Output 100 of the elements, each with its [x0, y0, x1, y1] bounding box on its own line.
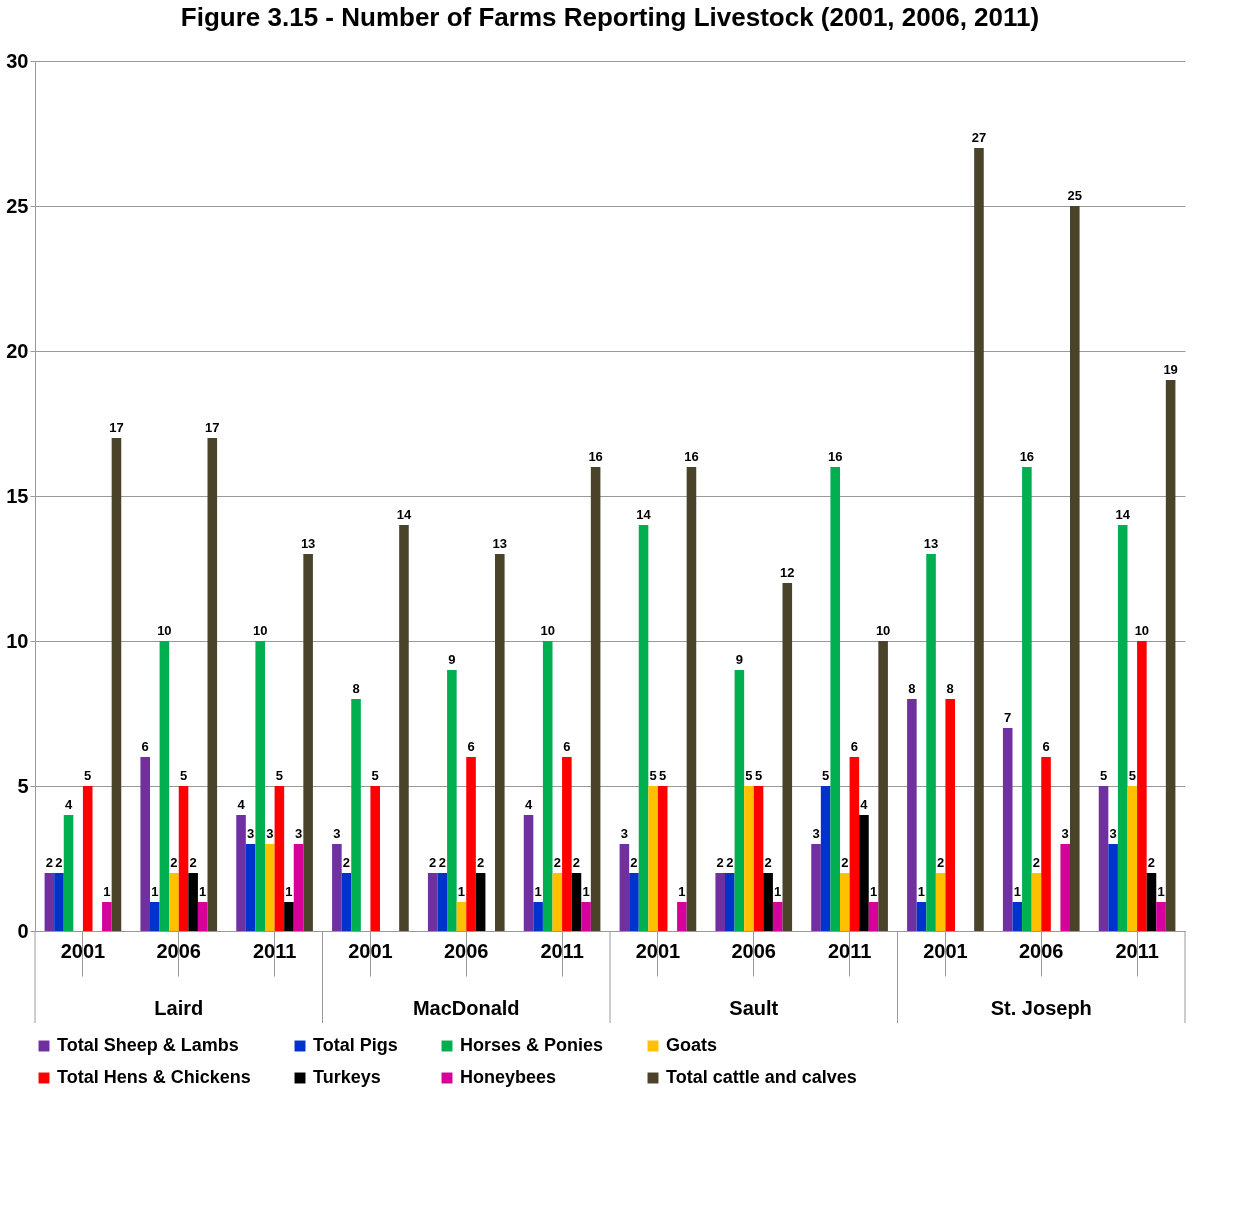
bar	[782, 583, 793, 931]
data-label: 3	[294, 826, 303, 841]
bar	[427, 873, 438, 931]
data-label: 5	[649, 768, 657, 783]
data-label: 2	[572, 855, 581, 870]
bar	[370, 786, 380, 931]
legend-label: Total Hens & Chickens	[57, 1067, 251, 1087]
bar	[1041, 757, 1051, 931]
data-label: 1	[869, 884, 878, 899]
y-tick-label: 25	[6, 194, 29, 217]
bar	[523, 815, 534, 931]
data-label: 1	[582, 884, 590, 899]
legend-label: Horses & Ponies	[460, 1035, 604, 1055]
bar	[744, 786, 754, 931]
data-label: 2	[477, 855, 485, 870]
data-label: 27	[971, 130, 987, 145]
bar	[562, 757, 572, 931]
bar	[916, 902, 927, 931]
bar	[945, 699, 955, 931]
bar	[907, 699, 917, 931]
legend-label: Total Sheep & Lambs	[57, 1035, 239, 1055]
data-label: 12	[780, 565, 795, 580]
data-label: 1	[534, 884, 542, 899]
bar	[341, 873, 352, 931]
chart-title: Figure 3.15 - Number of Farms Reporting Livestock (2001, 2006, 2011)	[180, 2, 1040, 32]
x-tick-label: 2001	[635, 939, 681, 962]
bar	[974, 148, 984, 931]
bar	[255, 641, 265, 931]
data-label: 5	[371, 768, 379, 783]
bar	[1002, 728, 1013, 931]
bar	[581, 902, 591, 931]
data-label: 17	[109, 420, 124, 435]
bar	[245, 844, 256, 931]
data-label: 4	[860, 797, 869, 812]
data-label: 10	[157, 623, 172, 638]
bar	[935, 873, 946, 931]
bar	[629, 873, 639, 931]
bar	[1127, 786, 1138, 931]
legend-label: Total Pigs	[313, 1035, 398, 1055]
bar	[274, 786, 285, 931]
data-label: 25	[1067, 188, 1083, 203]
bar	[54, 873, 64, 931]
bar	[1022, 467, 1032, 931]
data-label: 17	[205, 420, 220, 435]
data-label: 2	[726, 855, 734, 870]
bar	[44, 873, 55, 931]
data-label: 14	[636, 507, 652, 522]
bar	[197, 902, 208, 931]
bar	[571, 873, 582, 931]
bar	[284, 902, 294, 931]
data-label: 1	[151, 884, 159, 899]
data-label: 2	[342, 855, 351, 870]
bar	[619, 844, 630, 931]
data-label: 1	[199, 884, 207, 899]
legend-label: Turkeys	[313, 1067, 381, 1087]
data-label: 1	[103, 884, 111, 899]
data-label: 2	[937, 855, 945, 870]
data-label: 13	[923, 536, 939, 551]
bar	[552, 873, 563, 931]
x-tick-label: 2001	[60, 939, 106, 962]
bar	[677, 902, 687, 931]
data-label: 2	[553, 855, 561, 870]
bar	[447, 670, 457, 931]
bar	[207, 438, 218, 931]
bar	[772, 902, 783, 931]
data-label: 16	[684, 449, 699, 464]
bar	[686, 467, 697, 931]
bar	[542, 641, 553, 931]
x-tick-label: 2006	[444, 939, 489, 962]
data-label: 5	[275, 768, 283, 783]
bar	[657, 786, 668, 931]
data-label: 4	[237, 797, 246, 812]
data-label: 9	[448, 652, 456, 667]
y-tick-label: 30	[6, 49, 29, 72]
bar	[763, 873, 773, 931]
bar	[533, 902, 543, 931]
data-label: 2	[1147, 855, 1156, 870]
data-label: 10	[875, 623, 891, 638]
data-label: 6	[563, 739, 571, 754]
bar	[868, 902, 879, 931]
bar	[303, 554, 313, 931]
data-label: 4	[64, 797, 73, 812]
bar	[849, 757, 860, 931]
bar	[351, 699, 361, 931]
data-label: 1	[285, 884, 293, 899]
data-label: 8	[946, 681, 954, 696]
bar	[265, 844, 275, 931]
legend-label: Goats	[666, 1035, 718, 1055]
bar	[63, 815, 74, 931]
bar	[840, 873, 850, 931]
bar	[102, 902, 112, 931]
x-tick-label: 2001	[923, 939, 968, 962]
data-label: 5	[754, 768, 763, 783]
data-label: 9	[735, 652, 743, 667]
bar	[140, 757, 150, 931]
data-label: 2	[1032, 855, 1041, 870]
data-label: 2	[45, 855, 53, 870]
data-label: 5	[822, 768, 830, 783]
data-label: 5	[1128, 768, 1136, 783]
bar	[466, 757, 476, 931]
